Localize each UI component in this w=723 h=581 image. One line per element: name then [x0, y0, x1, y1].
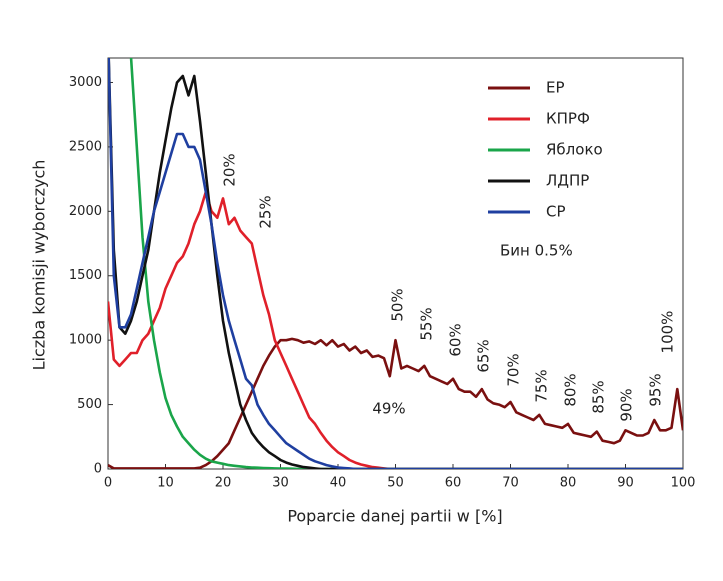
- annotation: 55%: [418, 307, 436, 340]
- annotation: 90%: [618, 388, 636, 421]
- annotation: 50%: [389, 288, 407, 321]
- x-tick-label: 100: [671, 476, 696, 491]
- y-tick-label: 0: [94, 462, 102, 477]
- x-tick-label: 20: [215, 476, 232, 491]
- x-tick-label: 50: [387, 476, 404, 491]
- series-line: [108, 58, 683, 469]
- legend-label: ЛДПР: [546, 172, 589, 190]
- legend-label: КПРФ: [546, 110, 590, 128]
- annotation: 20%: [221, 153, 239, 186]
- legend-label: ЕР: [546, 79, 565, 97]
- x-tick-label: 60: [445, 476, 462, 491]
- y-tick-label: 2000: [69, 204, 102, 219]
- annotation: 60%: [447, 323, 465, 356]
- series-line: [108, 190, 683, 469]
- x-tick-label: 40: [330, 476, 347, 491]
- y-axis-label: Liczba komisji wyborczych: [30, 160, 49, 371]
- annotation: 95%: [647, 373, 665, 406]
- y-tick-label: 3000: [69, 75, 102, 90]
- y-tick-label: 2500: [69, 139, 102, 154]
- legend-label: СР: [546, 203, 566, 221]
- annotation: 49%: [372, 400, 405, 418]
- annotation: 75%: [533, 369, 551, 402]
- annotation: 65%: [475, 339, 493, 372]
- x-tick-label: 80: [560, 476, 577, 491]
- y-tick-label: 500: [77, 397, 102, 412]
- x-tick-label: 0: [104, 476, 112, 491]
- bin-note: Бин 0.5%: [500, 242, 573, 260]
- x-tick-label: 70: [502, 476, 519, 491]
- annotation: 25%: [257, 195, 275, 228]
- annotation: 80%: [562, 373, 580, 406]
- x-axis-label: Poparcie danej partii w [%]: [287, 507, 502, 526]
- legend-label: Яблоко: [546, 141, 603, 159]
- x-tick-label: 90: [617, 476, 634, 491]
- series-line: [108, 58, 683, 469]
- series-line: [108, 337, 683, 469]
- annotation: 70%: [505, 353, 523, 386]
- annotation: 100%: [659, 311, 677, 354]
- series-line: [129, 58, 683, 469]
- x-tick-label: 30: [272, 476, 289, 491]
- annotation: 85%: [590, 380, 608, 413]
- x-tick-label: 10: [157, 476, 174, 491]
- y-tick-label: 1500: [69, 268, 102, 283]
- y-tick-label: 1000: [69, 333, 102, 348]
